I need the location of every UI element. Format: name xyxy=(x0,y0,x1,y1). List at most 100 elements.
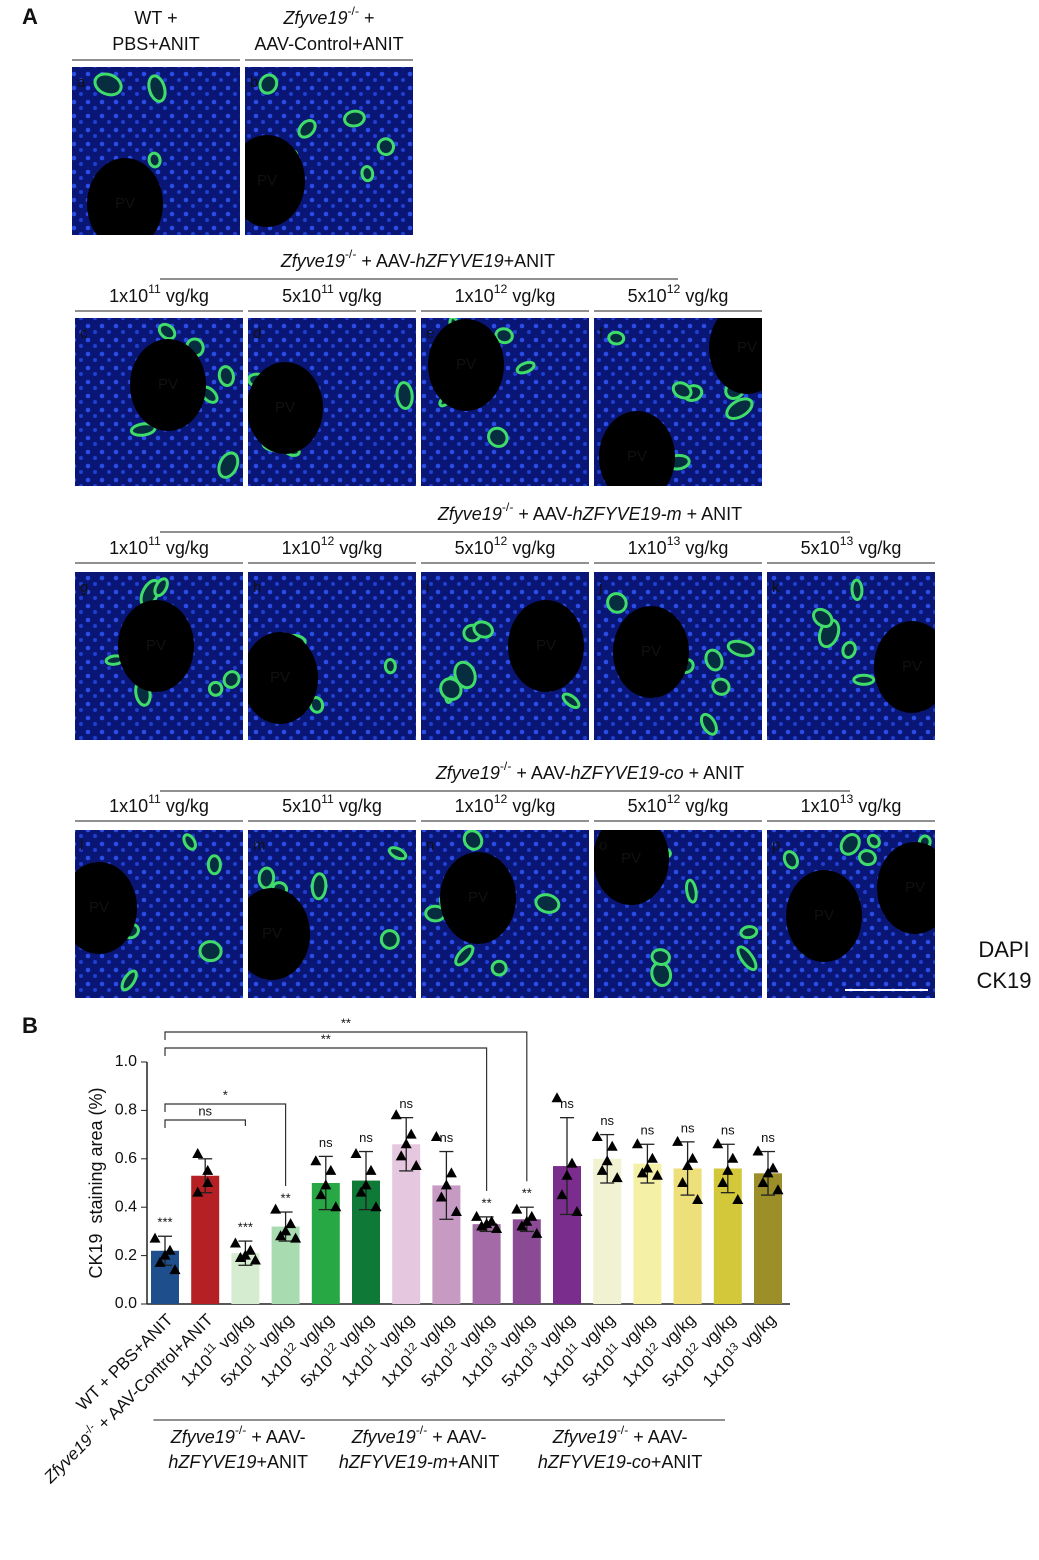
data-point xyxy=(531,1227,543,1238)
text-segment: Zfyve19 xyxy=(435,763,500,783)
data-point xyxy=(601,1155,613,1166)
data-point xyxy=(511,1203,523,1214)
significance-label: ns xyxy=(721,1123,735,1138)
column-header: Zfyve19-/- + xyxy=(282,4,374,28)
panel-letter: m xyxy=(253,837,266,854)
duct xyxy=(606,592,628,614)
text-segment: + AAV- xyxy=(511,763,570,783)
text-segment: Zfyve19 xyxy=(437,504,502,524)
duct xyxy=(711,677,731,696)
duct xyxy=(534,893,561,914)
duct xyxy=(120,969,138,992)
text-segment: hZFYVE19-m xyxy=(339,1452,448,1472)
duct xyxy=(217,451,240,479)
column-header: 5x1012 vg/kg xyxy=(628,282,729,306)
significance-label: ns xyxy=(681,1120,695,1135)
data-point xyxy=(571,1206,583,1217)
duct xyxy=(857,849,877,867)
text-segment: 1x10 xyxy=(455,286,494,306)
text-segment: 11 xyxy=(563,1341,580,1358)
significance-label: ns xyxy=(319,1135,333,1150)
duct xyxy=(182,833,197,851)
data-point xyxy=(772,1184,784,1195)
panel-letter: p xyxy=(772,837,780,854)
data-point xyxy=(611,1172,623,1183)
portal-vein xyxy=(428,319,504,411)
panel-letter: n xyxy=(426,837,434,854)
pv-label: PV xyxy=(146,637,166,654)
data-point xyxy=(762,1167,774,1178)
duct xyxy=(812,607,834,629)
duct xyxy=(454,944,475,967)
data-point xyxy=(435,1191,447,1202)
data-point xyxy=(249,1254,261,1265)
text-segment: + xyxy=(359,8,375,28)
significance-label: ** xyxy=(482,1195,492,1210)
portal-vein xyxy=(508,600,584,692)
data-point xyxy=(164,1244,176,1255)
column-header: 1x1011 vg/kg xyxy=(109,282,209,306)
pv-label: PV xyxy=(468,889,488,906)
micrograph: PV b xyxy=(245,67,413,235)
data-point xyxy=(405,1128,417,1139)
y-tick-label: 1.0 xyxy=(115,1053,137,1070)
data-point xyxy=(320,1179,332,1190)
text-segment: vg/kg xyxy=(680,538,728,558)
data-point xyxy=(636,1167,648,1178)
group-label: Zfyve19-/- + AAV- xyxy=(170,1423,306,1447)
pv-label: PV xyxy=(115,195,135,212)
text-segment: 11 xyxy=(321,792,334,806)
text-segment: vg/kg xyxy=(161,286,209,306)
group-label: hZFYVE19-m+ANIT xyxy=(339,1452,500,1472)
micrograph: PV g xyxy=(75,572,243,740)
portal-vein xyxy=(248,888,310,980)
text-segment: -/- xyxy=(502,500,514,514)
text-segment: vg/kg xyxy=(334,286,382,306)
column-header: 5x1012 vg/kg xyxy=(628,792,729,816)
text-segment: 1x10 xyxy=(282,538,321,558)
duct xyxy=(439,677,463,701)
text-segment: hZFYVE19 xyxy=(168,1452,256,1472)
text-segment: 11 xyxy=(148,282,161,296)
y-tick-label: 0.2 xyxy=(115,1247,137,1264)
data-point xyxy=(450,1206,462,1217)
data-point xyxy=(169,1264,181,1275)
significance-label: ns xyxy=(399,1096,413,1111)
text-segment: 11 xyxy=(148,792,161,806)
text-segment: 1x10 xyxy=(109,538,148,558)
duct xyxy=(841,640,857,659)
duct xyxy=(866,833,881,849)
data-point xyxy=(722,1164,734,1175)
duct xyxy=(258,73,279,95)
pv-label: PV xyxy=(275,399,295,416)
micrograph: PV c xyxy=(75,318,243,486)
text-segment: 1x10 xyxy=(109,796,148,816)
duct xyxy=(487,426,509,448)
panel-letter: d xyxy=(253,325,261,342)
data-point xyxy=(202,1164,214,1175)
column-header: 5x1011 vg/kg xyxy=(282,792,382,816)
column-header: 1x1012 vg/kg xyxy=(455,792,556,816)
pv-label: PV xyxy=(262,925,282,942)
legend-entry: CK19 xyxy=(976,968,1031,993)
significance-label: ns xyxy=(359,1130,373,1145)
data-point xyxy=(270,1203,282,1214)
data-point xyxy=(606,1140,618,1151)
significance-label: ** xyxy=(281,1190,291,1205)
data-point xyxy=(646,1152,658,1163)
duct xyxy=(515,360,536,375)
data-point xyxy=(325,1164,337,1175)
comparison-label: ** xyxy=(321,1031,331,1046)
data-point xyxy=(280,1225,292,1236)
group-label: hZFYVE19-co+ANIT xyxy=(538,1452,703,1472)
duct xyxy=(494,327,514,345)
row-title: Zfyve19-/- + AAV-hZFYVE19-m + ANIT xyxy=(437,500,742,524)
portal-vein xyxy=(245,135,305,227)
text-segment: 12 xyxy=(321,534,335,548)
text-segment: vg/kg xyxy=(680,796,728,816)
text-segment: vg/kg xyxy=(507,286,555,306)
data-point xyxy=(159,1249,171,1260)
data-point xyxy=(365,1164,377,1175)
micrograph: PV o xyxy=(594,830,762,998)
text-segment: vg/kg xyxy=(161,538,209,558)
